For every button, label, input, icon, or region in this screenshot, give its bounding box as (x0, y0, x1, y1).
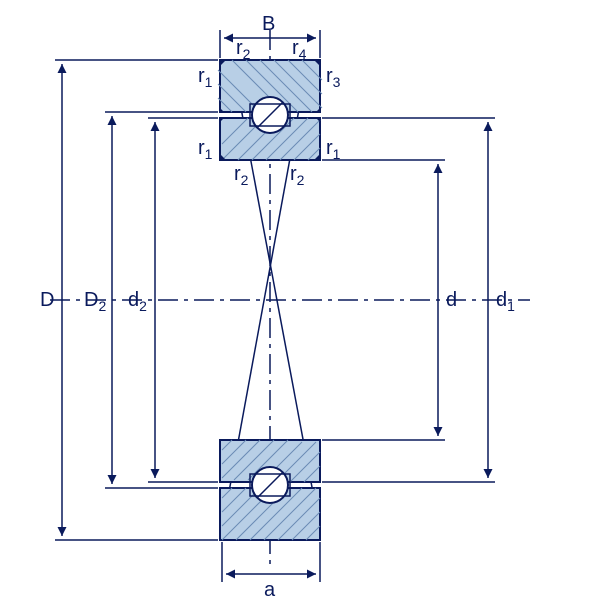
dim-a (222, 542, 320, 582)
lower-bearing (220, 440, 320, 540)
bearing-diagram: B D D2 d2 d d1 r1 r2 r4 r3 r1 r1 r2 r2 (0, 0, 600, 600)
label-D2: D2 (84, 289, 106, 314)
label-r2-ib: r2 (234, 163, 249, 188)
label-r3-tr: r3 (326, 65, 341, 90)
label-r4-t: r4 (292, 37, 307, 62)
label-r2-t1: r2 (236, 37, 251, 62)
label-r1-il: r1 (198, 137, 213, 162)
label-D: D (40, 289, 54, 311)
label-r2-ib2: r2 (290, 163, 305, 188)
label-d2: d2 (128, 289, 147, 314)
label-r1-ir: r1 (326, 137, 341, 162)
label-d1: d1 (496, 289, 515, 314)
upper-bearing (218, 60, 322, 160)
label-a: a (264, 579, 276, 600)
label-r1-tl: r1 (198, 65, 213, 90)
label-B: B (262, 13, 275, 35)
label-d: d (446, 289, 457, 311)
